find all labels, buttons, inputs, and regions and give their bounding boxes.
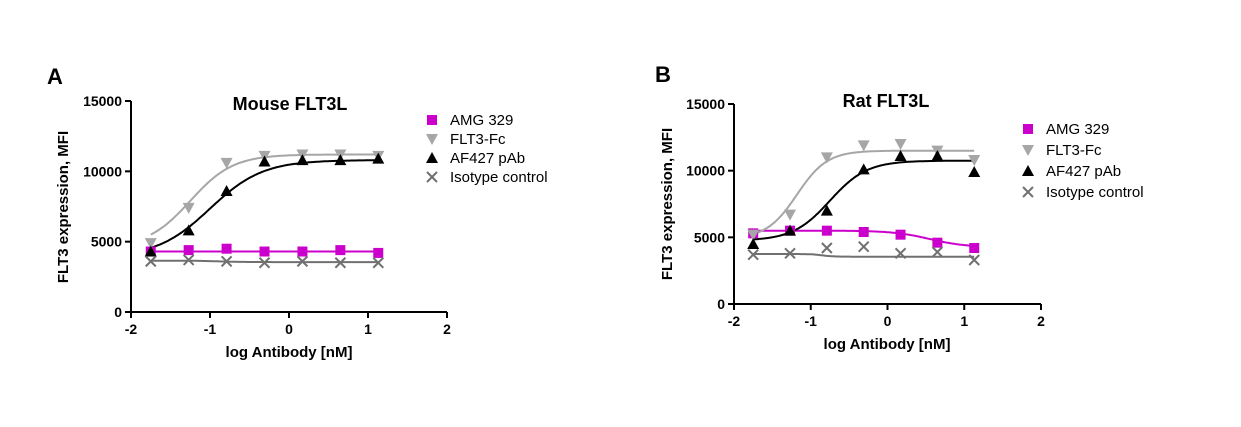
data-point [747,238,760,249]
data-point [747,248,759,261]
data-point [857,163,870,175]
data-point [220,157,233,169]
y-tick-label: 0 [717,296,725,312]
data-point [858,240,870,253]
y-tick-label: 5000 [91,234,122,250]
data-point [334,257,347,269]
data-point [784,209,797,221]
y-tick-label: 5000 [694,229,725,245]
data-point [296,154,309,166]
chart-title: Mouse FLT3L [233,94,348,114]
legend-label: AF427 pAb [450,150,525,167]
data-point [821,242,833,254]
panel-b: B Rat FLT3L 0 5000 10000 15000 -2 -1 0 1 2 log Anti… [655,62,1144,353]
y-axis-label: FLT3 expression, MFI [659,128,676,280]
panel-letter: A [47,64,63,89]
x-tick-label: -2 [728,313,741,329]
data-point [968,166,981,177]
data-point [857,140,870,152]
x-tick-label: -1 [805,313,818,329]
legend-marker [426,152,438,163]
data-point [372,152,385,164]
data-point [373,247,384,258]
legend-label: FLT3-Fc [1046,142,1102,159]
data-point [932,237,943,248]
data-point [747,229,760,241]
fit-curve-flt3-fc [752,149,975,235]
data-point [931,246,944,258]
legend-marker [427,115,437,125]
data-point [335,245,346,256]
legend-marker [1022,186,1034,198]
panel-a: A Mouse FLT3L 0 5000 10000 15000 -2 -1 0 1 2 log An… [47,64,548,361]
data-point [182,202,195,214]
legend-marker [426,171,438,183]
legend-marker [1022,165,1034,176]
legend-label: Isotype control [450,169,548,186]
legend: AMG 329 FLT3-Fc AF427 pAb Isotype control [1022,121,1144,201]
legend-label: FLT3-Fc [450,131,506,148]
legend-label: AF427 pAb [1046,163,1121,180]
legend-label: Isotype control [1046,184,1144,201]
x-tick-label: 1 [960,313,968,329]
panel-letter: B [655,62,671,87]
data-point [144,245,157,257]
data-point [820,152,833,164]
x-tick-label: -2 [125,321,138,337]
legend-marker [426,134,438,145]
data-point [145,255,157,268]
data-point [895,229,906,240]
x-tick-label: 0 [285,321,293,337]
legend-label: AMG 329 [450,112,513,129]
data-point [784,224,797,236]
x-axis-label: log Antibody [nM] [824,336,951,353]
y-tick-label: 15000 [83,93,122,109]
x-tick-label: 1 [364,321,372,337]
y-tick-label: 10000 [83,163,122,179]
data-point [183,245,194,256]
data-point [297,246,308,257]
data-point [968,155,981,166]
data-point [821,225,832,236]
legend-marker [1022,145,1034,156]
data-point [858,227,869,237]
data-point [259,246,270,257]
fit-curve-flt3-fc [150,153,379,236]
y-tick-label: 10000 [686,163,725,179]
legend: AMG 329 FLT3-Fc AF427 pAb Isotype control [426,112,548,186]
data-point [296,255,309,268]
x-tick-label: 2 [1037,313,1045,329]
data-point [258,257,271,269]
data-point [220,255,233,268]
data-point [220,185,233,197]
chart-title: Rat FLT3L [843,91,930,111]
legend-marker [1023,124,1033,134]
data-point [894,150,907,161]
x-tick-label: -1 [204,321,217,337]
y-tick-label: 15000 [686,96,725,112]
x-tick-label: 0 [884,313,892,329]
data-point [968,254,980,266]
data-point [182,254,195,266]
data-point [334,154,347,166]
data-point [894,139,907,150]
data-point [784,247,796,260]
x-tick-label: 2 [443,321,451,337]
data-point [894,247,907,260]
data-point [258,155,271,167]
data-point [820,204,833,216]
y-tick-label: 0 [114,304,122,320]
y-axis-label: FLT3 expression, MFI [55,131,72,283]
data-point [372,257,384,269]
data-point [182,224,195,236]
data-point [144,238,157,250]
data-point [969,243,980,253]
data-point [931,150,944,161]
data-point [221,243,232,254]
x-axis-label: log Antibody [nM] [226,344,353,361]
legend-label: AMG 329 [1046,121,1109,138]
